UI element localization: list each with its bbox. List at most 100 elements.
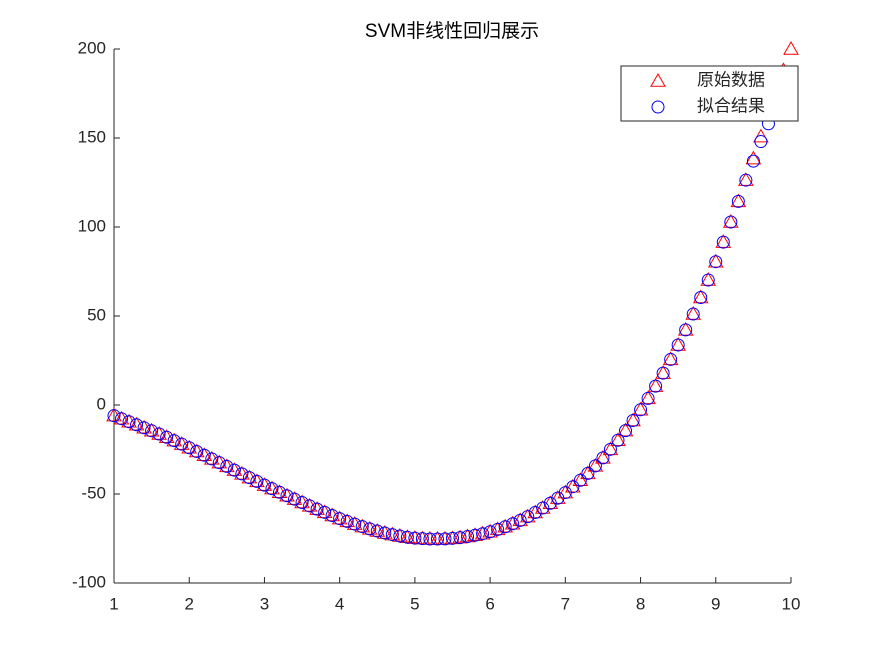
data-point [619, 424, 633, 438]
data-point [288, 492, 302, 506]
data-point [671, 338, 685, 352]
legend-marker [650, 72, 666, 87]
data-point [543, 496, 557, 510]
data-point [611, 433, 625, 447]
data-point [489, 521, 506, 536]
data-point [498, 520, 512, 534]
x-tick-label: 10 [782, 594, 801, 613]
data-point [438, 532, 452, 546]
data-point [588, 459, 602, 473]
data-point [677, 321, 694, 336]
data-point [167, 434, 181, 448]
data-point [662, 351, 679, 366]
x-tick-label: 9 [711, 594, 720, 613]
data-point [738, 172, 754, 186]
data-point [701, 273, 715, 287]
data-point [130, 418, 144, 432]
data-point [739, 173, 753, 187]
data-point [476, 527, 490, 541]
data-point [730, 193, 747, 208]
data-point [572, 472, 589, 487]
data-point [393, 529, 407, 543]
legend-label: 原始数据 [697, 70, 765, 89]
data-point [295, 496, 309, 510]
data-point [197, 448, 211, 462]
y-tick-label: 200 [78, 38, 106, 57]
data-point [731, 194, 745, 208]
data-point [649, 379, 663, 393]
data-point [595, 449, 611, 464]
data-point [145, 424, 159, 438]
y-tick-label: 50 [87, 305, 106, 324]
data-point [122, 415, 136, 429]
data-point [647, 378, 664, 392]
data-point [391, 528, 408, 542]
data-point [205, 452, 219, 466]
data-point [333, 512, 347, 526]
data-point [423, 532, 437, 546]
data-point [513, 513, 527, 527]
data-point [715, 234, 732, 248]
legend-marker [651, 100, 665, 114]
data-point [581, 466, 595, 480]
data-point [407, 530, 423, 544]
data-point [354, 518, 371, 533]
y-tick-label: 0 [97, 394, 106, 413]
data-point [242, 471, 256, 485]
x-tick-label: 2 [184, 594, 193, 613]
data-point [348, 517, 362, 531]
data-point [430, 532, 444, 546]
data-point [400, 530, 414, 544]
data-point [115, 412, 129, 426]
data-point [709, 255, 723, 269]
data-point [474, 525, 491, 540]
x-tick-label: 8 [636, 594, 645, 613]
legend-box [620, 65, 799, 122]
data-point [655, 365, 671, 379]
x-tick-label: 3 [260, 594, 269, 613]
data-point [685, 306, 702, 320]
data-point [491, 522, 505, 536]
x-tick-label: 7 [561, 594, 570, 613]
data-point [482, 523, 498, 538]
data-point [250, 474, 264, 488]
data-point [415, 532, 429, 546]
data-point [235, 467, 249, 481]
data-point [497, 518, 514, 533]
data-point [408, 531, 422, 545]
data-point [355, 520, 369, 534]
data-point [107, 409, 121, 423]
data-point [325, 509, 339, 523]
data-point [640, 390, 656, 405]
data-point [745, 150, 762, 165]
x-tick-label: 6 [485, 594, 494, 613]
data-point [679, 323, 693, 337]
data-point [399, 529, 416, 544]
data-point [603, 442, 617, 456]
data-point [754, 135, 768, 149]
data-point [376, 524, 393, 539]
data-point [175, 437, 189, 451]
data-point [626, 413, 640, 427]
data-point [257, 478, 271, 492]
data-point [783, 40, 799, 55]
y-tick-label: -50 [81, 483, 106, 502]
data-point [340, 514, 354, 528]
data-point [182, 441, 196, 455]
data-point [566, 480, 580, 494]
data-point [656, 366, 670, 380]
data-point [686, 307, 700, 321]
data-point [506, 517, 520, 531]
data-point [468, 528, 482, 542]
data-point [339, 513, 356, 528]
legend-label: 拟合结果 [697, 96, 765, 115]
data-point [280, 489, 294, 503]
data-point [378, 526, 392, 540]
data-point [632, 401, 649, 416]
data-point [617, 422, 634, 437]
data-point [625, 412, 641, 427]
data-point [707, 253, 724, 268]
data-point [587, 457, 604, 472]
data-point [694, 290, 708, 304]
